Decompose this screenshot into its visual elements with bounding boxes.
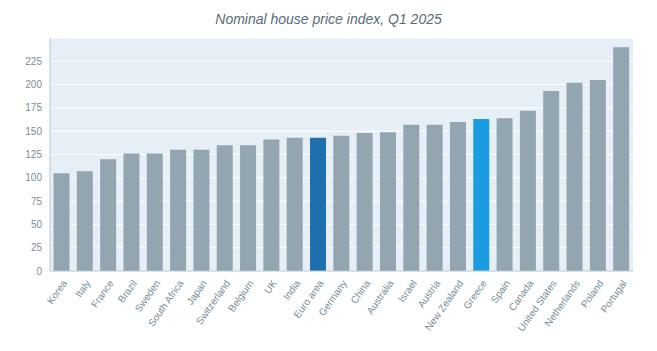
svg-text:Switzerland: Switzerland bbox=[194, 278, 233, 327]
svg-text:United States: United States bbox=[515, 277, 559, 334]
svg-text:0: 0 bbox=[36, 266, 42, 277]
svg-text:Euro area: Euro area bbox=[291, 277, 326, 321]
svg-text:75: 75 bbox=[31, 196, 43, 207]
svg-text:Australia: Australia bbox=[364, 278, 396, 317]
svg-text:France: France bbox=[89, 278, 116, 310]
svg-text:100: 100 bbox=[25, 172, 42, 183]
svg-text:Spain: Spain bbox=[489, 278, 513, 305]
svg-text:Korea: Korea bbox=[45, 278, 70, 307]
html-text:Nominal house price index, Q1: Nominal house price index, Q1 2025 bbox=[215, 11, 442, 27]
svg-text:New Zealand: New Zealand bbox=[423, 278, 466, 333]
svg-text:Greece: Greece bbox=[461, 278, 489, 312]
svg-text:China: China bbox=[348, 278, 372, 306]
svg-text:South Africa: South Africa bbox=[146, 278, 186, 329]
svg-text:125: 125 bbox=[25, 149, 42, 160]
svg-text:Austria: Austria bbox=[415, 277, 443, 310]
svg-text:25: 25 bbox=[31, 242, 43, 253]
svg-text:150: 150 bbox=[25, 126, 42, 137]
svg-text:Belgium: Belgium bbox=[226, 278, 256, 314]
svg-text:Portugal: Portugal bbox=[598, 278, 628, 315]
svg-text:175: 175 bbox=[25, 102, 42, 113]
svg-text:Germany: Germany bbox=[316, 278, 349, 318]
svg-text:India: India bbox=[281, 278, 303, 302]
svg-text:Israel: Israel bbox=[396, 278, 419, 304]
svg-text:50: 50 bbox=[31, 219, 43, 230]
svg-text:200: 200 bbox=[25, 79, 42, 90]
svg-text:Netherlands: Netherlands bbox=[542, 278, 582, 328]
svg-text:Italy: Italy bbox=[73, 278, 93, 299]
svg-text:Canada: Canada bbox=[506, 277, 536, 313]
svg-text:225: 225 bbox=[25, 56, 42, 67]
svg-text:Poland: Poland bbox=[578, 277, 606, 310]
svg-text:Japan: Japan bbox=[184, 277, 209, 307]
svg-text:UK: UK bbox=[262, 278, 279, 296]
svg-text:Sweden: Sweden bbox=[132, 277, 163, 314]
svg-text:Brazil: Brazil bbox=[116, 278, 139, 305]
